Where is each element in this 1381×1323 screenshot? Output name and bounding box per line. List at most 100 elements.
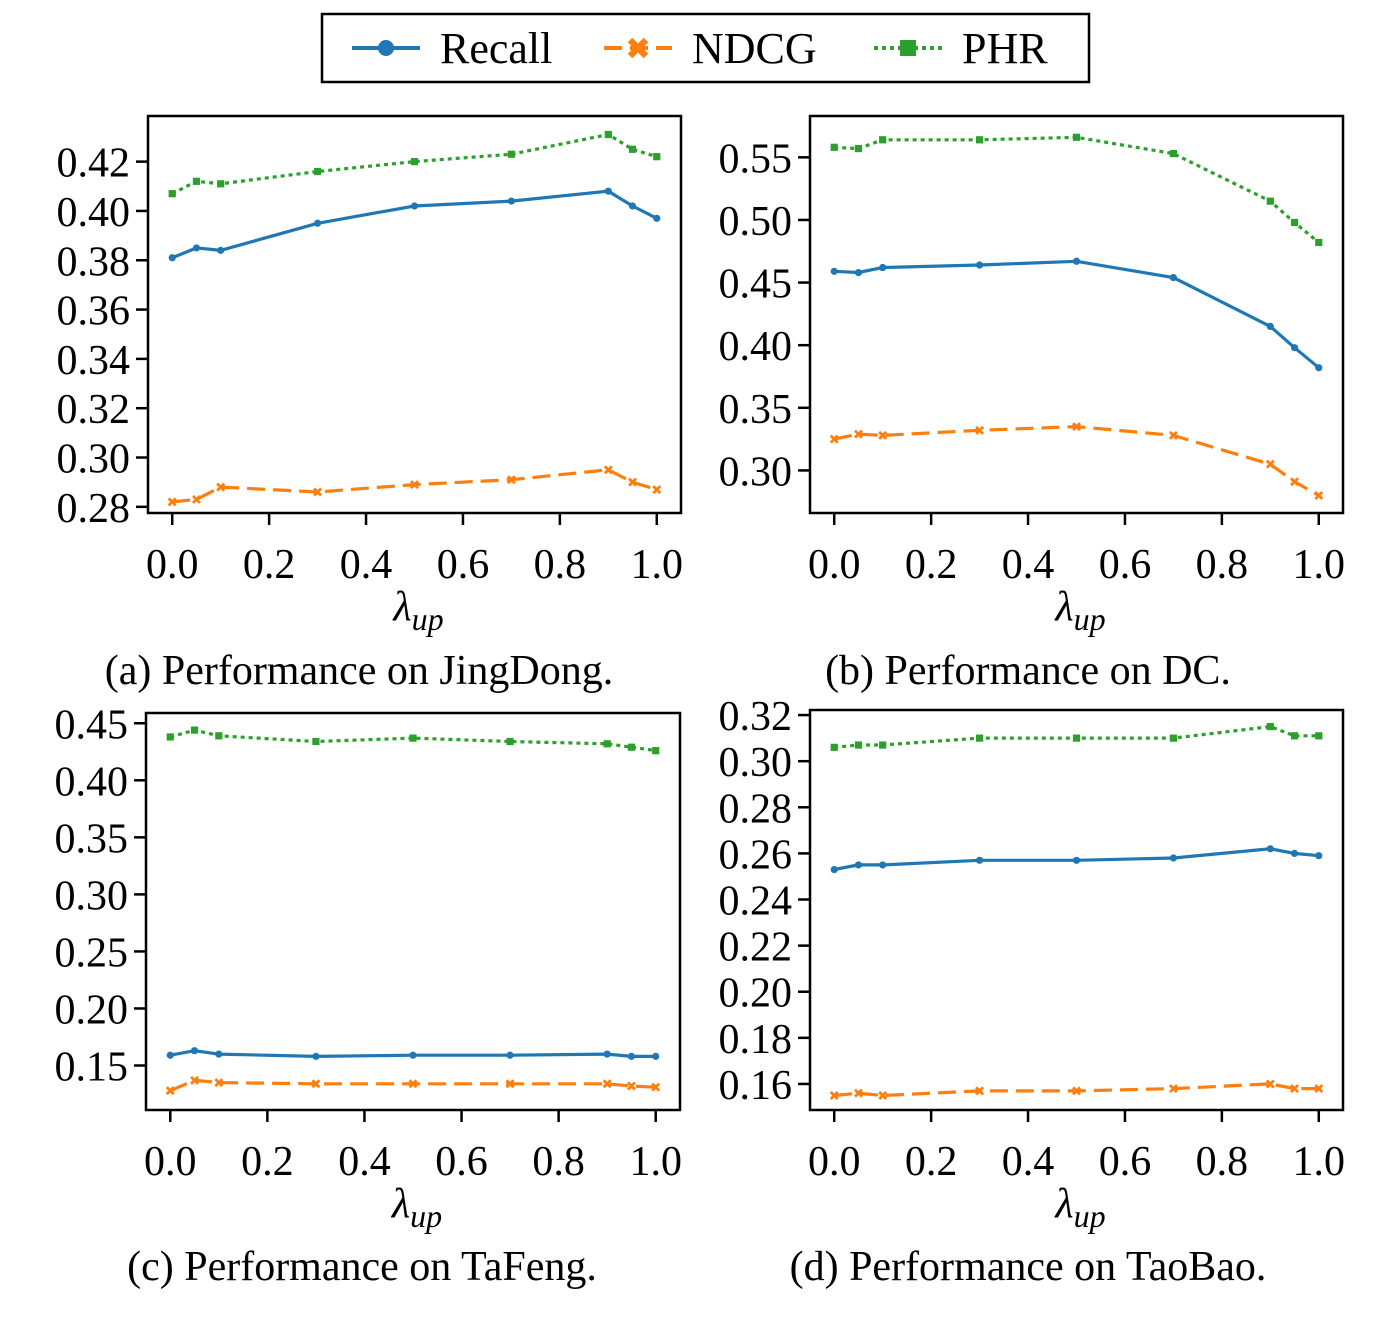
data-point-ndcg <box>1072 422 1081 432</box>
data-point-ndcg <box>975 1086 985 1096</box>
data-point-recall <box>603 1050 611 1058</box>
legend-entry-ndcg: NDCG <box>604 24 817 73</box>
y-tick-label: 0.35 <box>719 387 793 433</box>
data-point-phr <box>1169 734 1178 742</box>
panel-d: 0.160.180.200.220.240.260.280.300.32 0.0 0… <box>719 694 1346 1290</box>
y-tick-label: 0.34 <box>57 338 131 384</box>
legend-label-recall: Recall <box>440 24 552 73</box>
y-tick-label: 0.30 <box>57 437 131 483</box>
x-tick-label: 0.8 <box>1196 542 1249 588</box>
data-point-recall <box>1072 257 1081 265</box>
data-point-recall <box>879 861 887 869</box>
y-tick-label: 0.16 <box>719 1063 793 1109</box>
data-point-ndcg <box>628 477 638 487</box>
panel-caption: (a) Performance on JingDong. <box>105 648 614 694</box>
x-axis-label: λup <box>1053 1181 1105 1234</box>
x-tick-label: 0.2 <box>905 542 958 588</box>
data-point-recall <box>1315 852 1323 860</box>
data-point-ndcg <box>408 1079 418 1089</box>
legend-marker-phr <box>900 40 916 56</box>
x-tick-label: 0.0 <box>808 542 861 588</box>
data-point-recall <box>507 197 516 205</box>
data-point-recall <box>410 202 419 210</box>
data-point-phr <box>217 180 225 188</box>
data-point-phr <box>1169 149 1178 158</box>
data-point-ndcg <box>410 480 419 490</box>
data-point-phr <box>190 726 199 734</box>
y-tick-label: 0.50 <box>719 199 793 245</box>
data-point-ndcg <box>602 1079 612 1089</box>
legend-frame <box>320 12 1091 84</box>
data-point-phr <box>1072 133 1081 141</box>
series-ndcg <box>165 1075 661 1096</box>
data-point-ndcg <box>165 1086 175 1096</box>
series-line-phr <box>169 728 656 753</box>
data-point-recall <box>604 187 612 195</box>
data-point-phr <box>409 734 417 742</box>
data-point-ndcg <box>1265 1079 1275 1089</box>
data-point-ndcg <box>1168 430 1178 440</box>
y-tick-label: 0.40 <box>57 190 131 236</box>
y-tick-label: 0.28 <box>719 786 793 832</box>
series-ndcg <box>829 422 1324 500</box>
legend-marker-recall <box>378 40 394 56</box>
series-line-phr <box>171 132 658 196</box>
series-phr <box>168 130 661 198</box>
data-point-phr <box>1315 238 1323 247</box>
y-tick-label: 0.38 <box>57 239 131 285</box>
data-point-recall <box>653 214 661 222</box>
data-point-phr <box>506 737 514 746</box>
data-point-phr <box>313 167 322 176</box>
y-tick-label: 0.22 <box>719 925 793 971</box>
data-point-recall <box>830 865 838 874</box>
series-line-recall <box>834 259 1320 369</box>
x-tick-label: 1.0 <box>1293 1139 1346 1185</box>
x-axis-label: λup <box>391 584 443 637</box>
data-point-recall <box>1169 854 1178 862</box>
series-recall <box>166 1047 660 1060</box>
series-line-phr <box>834 135 1320 244</box>
x-tick-label: 0.8 <box>1196 1139 1249 1185</box>
y-tick-label: 0.45 <box>719 262 793 308</box>
data-point-ndcg <box>311 1079 321 1089</box>
data-point-ndcg <box>853 429 863 439</box>
data-point-recall <box>409 1051 417 1059</box>
x-tick-label: 0.6 <box>1099 542 1152 588</box>
y-tick-label: 0.42 <box>57 141 131 187</box>
data-point-recall <box>313 219 322 227</box>
data-point-ndcg <box>626 1081 636 1091</box>
x-tick-label: 0.4 <box>338 1139 391 1185</box>
data-point-recall <box>628 202 637 210</box>
y-tick-label: 0.30 <box>719 449 793 495</box>
data-point-recall <box>830 267 838 275</box>
data-point-recall <box>192 244 201 252</box>
y-tick-label: 0.35 <box>55 816 129 862</box>
y-tick-label: 0.36 <box>57 289 131 335</box>
data-point-recall <box>312 1052 320 1060</box>
x-tick-label: 0.4 <box>1002 542 1055 588</box>
data-point-ndcg <box>190 1075 200 1085</box>
panel-a: 0.280.300.320.340.360.380.400.42 0.0 0.2 0.… <box>57 114 683 694</box>
data-point-ndcg <box>216 482 226 492</box>
y-tick-label: 0.18 <box>719 1017 793 1063</box>
data-point-recall <box>1266 322 1274 330</box>
data-point-ndcg <box>214 1078 224 1088</box>
data-point-phr <box>1290 732 1299 740</box>
x-tick-label: 0.8 <box>532 1139 585 1185</box>
data-point-phr <box>628 145 637 153</box>
x-tick-label: 0.6 <box>1099 1139 1152 1185</box>
data-point-ndcg <box>829 1090 839 1100</box>
data-point-ndcg <box>167 497 177 507</box>
data-point-phr <box>652 747 660 755</box>
y-tick-label: 0.40 <box>719 324 793 370</box>
legend-entry-phr: PHR <box>874 24 1048 73</box>
plot-frame <box>808 708 1345 1112</box>
data-point-ndcg <box>878 430 888 440</box>
legend: Recall NDCG PHR <box>320 12 1091 84</box>
series-phr <box>830 722 1323 751</box>
data-point-phr <box>879 741 887 749</box>
x-tick-label: 0.6 <box>437 542 490 588</box>
y-tick-label: 0.15 <box>55 1045 129 1091</box>
data-point-ndcg <box>1314 490 1324 500</box>
series-line-ndcg <box>833 424 1320 497</box>
